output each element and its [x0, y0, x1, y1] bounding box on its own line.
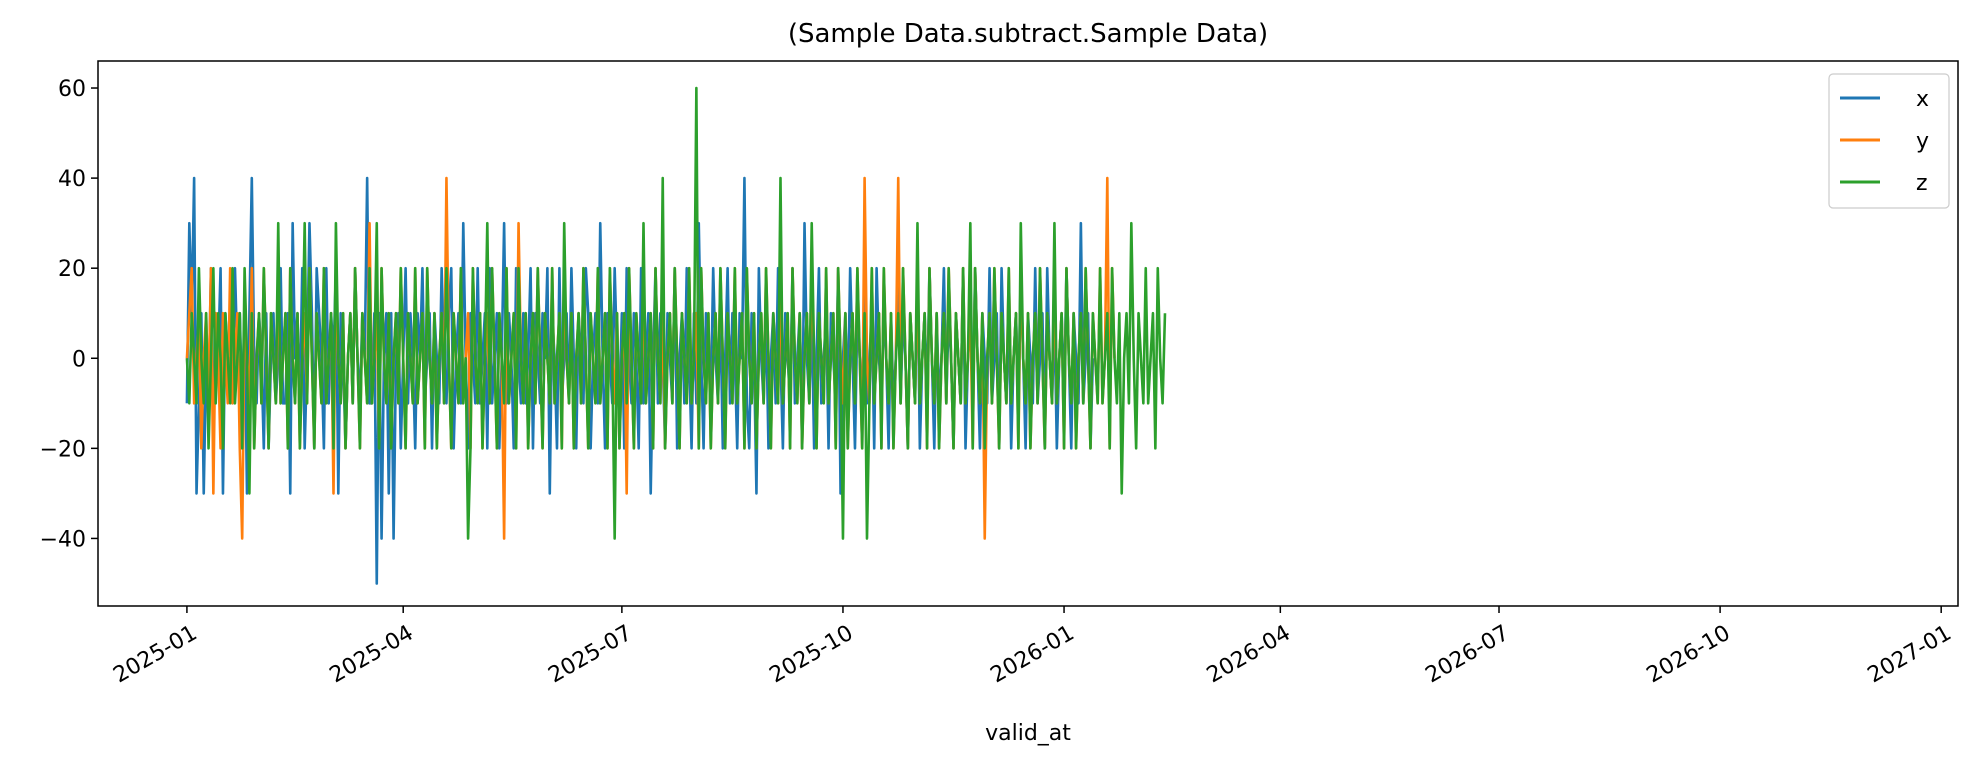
y-tick-label: 60 [58, 77, 86, 102]
y-axis: −40 −20 0 20 40 60 [40, 77, 98, 552]
legend: xyz [1828, 73, 1950, 209]
legend-label-x: x [1916, 87, 1929, 112]
y-tick-label: 40 [58, 167, 86, 192]
legend-box [1828, 73, 1950, 209]
series-layer [185, 86, 1167, 585]
legend-label-z: z [1916, 171, 1928, 196]
chart-title: (Sample Data.subtract.Sample Data) [788, 19, 1268, 49]
y-tick-label: 0 [72, 347, 86, 372]
y-tick-label: −20 [40, 437, 86, 462]
series-line-z [185, 86, 1167, 540]
y-tick-label: 20 [58, 257, 86, 282]
y-tick-label: −40 [40, 527, 86, 552]
plot-frame [97, 60, 1959, 607]
legend-label-y: y [1916, 129, 1929, 154]
x-axis-label: valid_at [985, 721, 1071, 746]
